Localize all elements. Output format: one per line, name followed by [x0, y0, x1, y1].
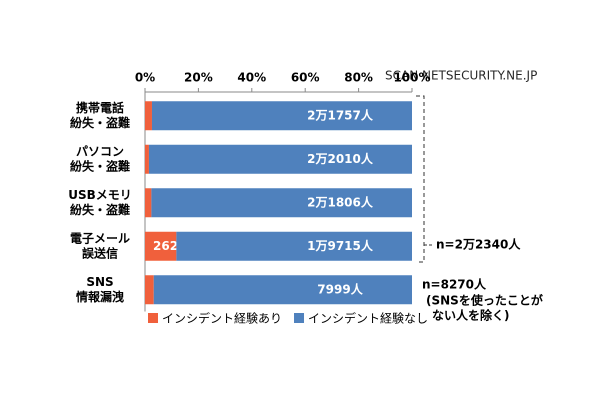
x-tick-label: 40%	[237, 71, 266, 85]
y-tick-label: 紛失・盗難	[70, 115, 130, 130]
bar-segment	[145, 144, 149, 174]
bar-segment	[145, 101, 152, 131]
value-label: 1万9715人	[307, 238, 374, 253]
x-tick-label: 20%	[184, 71, 213, 85]
y-tick-label: USBメモリ	[68, 188, 132, 202]
annotation: n=8270人	[422, 277, 487, 292]
bar-segment	[145, 231, 177, 261]
legend-swatch	[148, 313, 158, 323]
y-tick-label: パソコン	[76, 144, 124, 158]
value-label: 7999人	[317, 281, 363, 296]
y-tick-label: 携帯電話	[76, 100, 124, 115]
bar-segment	[151, 101, 412, 131]
bracket	[416, 95, 425, 263]
bar-segment	[145, 188, 152, 218]
bar-segment	[151, 188, 412, 218]
value-label: 2万2010人	[307, 151, 374, 166]
bar-segment	[145, 275, 154, 305]
y-tick-label: 紛失・盗難	[70, 202, 130, 217]
x-tick-label: 60%	[291, 71, 320, 85]
value-label: 2万1757人	[307, 107, 374, 122]
y-tick-label: SNS	[86, 275, 113, 289]
legend-swatch	[294, 313, 305, 323]
watermark: SCAN NETSECURITY.NE.JP	[385, 69, 537, 83]
annotation: (SNSを使ったことが	[426, 293, 543, 308]
y-tick-label: 情報漏洩	[76, 289, 124, 304]
x-tick-label: 100%	[393, 71, 430, 85]
annotation: n=2万2340人	[436, 237, 521, 252]
x-tick-label: 80%	[344, 71, 373, 85]
y-tick-label: 電子メール	[70, 231, 130, 245]
y-tick-label: 誤送信	[82, 245, 118, 260]
bar-segment	[148, 144, 413, 174]
legend-label: インシデント経験あり	[162, 311, 282, 326]
bar-segment	[153, 275, 412, 305]
legend-label: インシデント経験なし	[308, 311, 428, 326]
annotation: ない人を除く)	[432, 308, 510, 323]
value-label: 2万1806人	[307, 194, 374, 209]
bar-segment	[176, 231, 412, 261]
y-tick-label: 紛失・盗難	[70, 158, 130, 173]
x-tick-label: 0%	[135, 71, 155, 85]
